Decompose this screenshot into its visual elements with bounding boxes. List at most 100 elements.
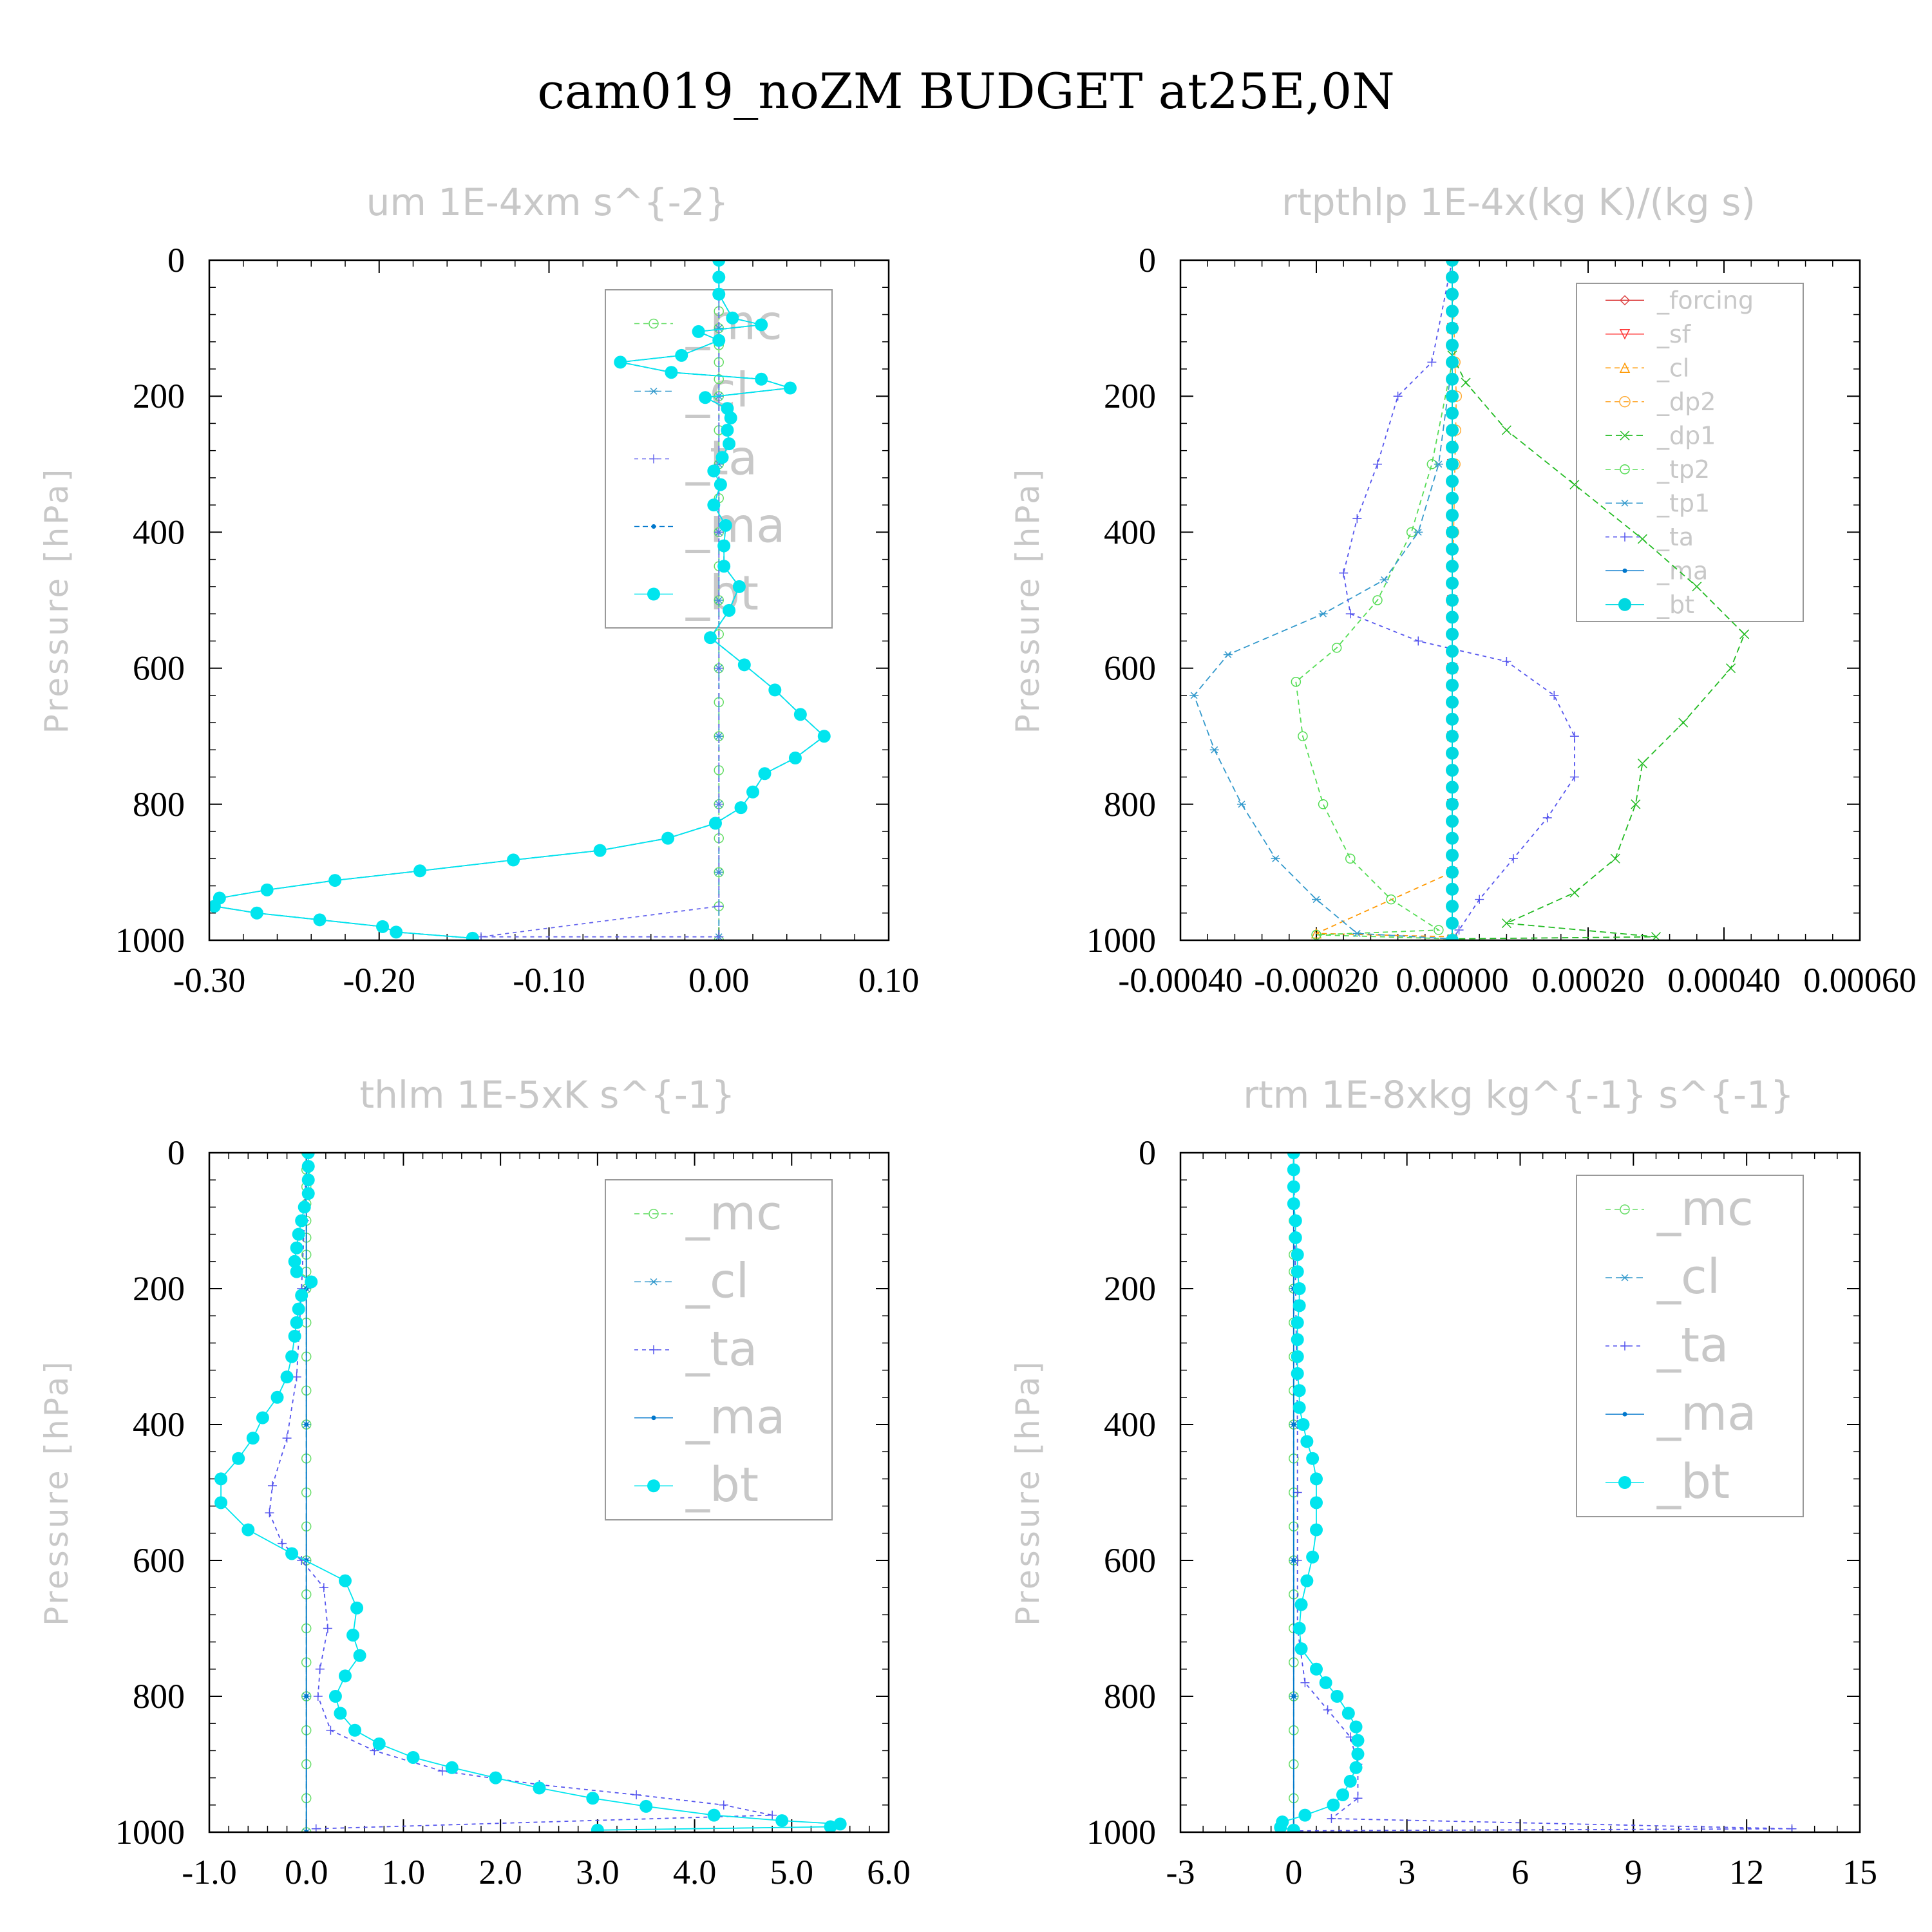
series-ta	[477, 260, 724, 940]
data-point	[1327, 1814, 1336, 1823]
legend-label: _bt	[1656, 591, 1694, 619]
data-point	[1298, 731, 1308, 741]
legend-marker	[649, 1345, 658, 1354]
data-point	[1311, 929, 1321, 940]
data-point	[1454, 925, 1464, 935]
data-point	[1446, 934, 1459, 940]
data-point	[1353, 1794, 1363, 1803]
data-point	[301, 1153, 315, 1159]
data-point	[1293, 1282, 1306, 1295]
data-point	[586, 1792, 600, 1805]
y-axis-label: Pressure [hPa]	[1009, 467, 1046, 734]
data-point	[1343, 1774, 1357, 1788]
legend-label: _bt	[685, 1457, 759, 1513]
y-tick-label: 200	[133, 377, 185, 415]
x-tick-label: 12	[1729, 1853, 1764, 1891]
data-point	[290, 1316, 303, 1329]
x-tick-label: -0.30	[173, 961, 245, 999]
legend-marker	[1622, 1412, 1627, 1417]
data-point	[256, 1411, 269, 1425]
panel-title: rtpthlp 1E-4x(kg K)/(kg s)	[1282, 180, 1756, 224]
data-point	[1189, 692, 1199, 699]
legend-marker	[1620, 1341, 1629, 1350]
legend-label: _bt	[1656, 1454, 1730, 1510]
legend-marker	[1620, 464, 1630, 475]
data-point	[1446, 339, 1459, 352]
legend-marker	[1620, 532, 1629, 542]
minor-ticks	[1180, 1153, 1860, 1832]
legend-label: _cl	[685, 363, 749, 419]
data-point	[328, 874, 342, 887]
data-point	[1446, 849, 1459, 862]
data-point	[1372, 595, 1383, 605]
data-point	[313, 913, 327, 927]
y-tick-label: 600	[133, 1541, 185, 1580]
data-point	[1310, 1472, 1323, 1486]
data-point	[712, 334, 726, 347]
data-point	[1223, 651, 1233, 658]
legend-marker	[1619, 396, 1631, 408]
data-point	[712, 270, 726, 284]
data-point	[292, 1227, 305, 1241]
y-tick-label: 1000	[1086, 921, 1156, 960]
legend-marker	[1622, 568, 1627, 573]
data-point	[406, 1750, 420, 1764]
data-point	[1310, 1523, 1323, 1537]
data-point	[1446, 355, 1459, 369]
data-point	[533, 1781, 546, 1795]
x-tick-label: 9	[1625, 1853, 1642, 1891]
data-point	[1294, 1642, 1308, 1656]
data-point	[489, 1771, 502, 1785]
data-point	[793, 708, 807, 721]
data-point	[1637, 534, 1647, 544]
x-tick-label: -0.20	[343, 961, 415, 999]
data-point	[1569, 732, 1579, 741]
data-point	[675, 348, 688, 362]
data-point	[1569, 772, 1579, 782]
minor-ticks	[209, 1153, 889, 1832]
data-point	[372, 1737, 386, 1750]
data-point	[1446, 797, 1459, 811]
data-point	[593, 844, 607, 857]
data-point	[714, 663, 724, 673]
legend-marker	[649, 454, 658, 464]
y-tick-label: 600	[1104, 1541, 1156, 1580]
data-point	[1331, 643, 1342, 653]
y-axis-label: Pressure [hPa]	[1009, 1359, 1046, 1626]
data-point	[1542, 813, 1552, 822]
plot-frame	[208, 259, 890, 942]
data-point	[1446, 321, 1459, 335]
data-point	[1414, 636, 1423, 646]
data-point	[466, 931, 479, 940]
data-point	[1287, 1823, 1300, 1832]
legend-marker	[651, 524, 656, 529]
x-tick-label: 15	[1842, 1853, 1877, 1891]
data-point	[301, 1160, 315, 1173]
chart-panel-3: thlm 1E-5xK s^{-1} Pressure [hPa] -1.0 0.0 1…	[38, 1073, 911, 1891]
data-point	[712, 287, 726, 301]
data-point	[1446, 746, 1459, 760]
series-line	[1193, 260, 1453, 940]
data-point	[1446, 661, 1459, 675]
legend-marker	[649, 1278, 658, 1285]
data-point	[1323, 1705, 1332, 1715]
data-point	[1446, 696, 1459, 709]
data-point	[1349, 1720, 1363, 1734]
legend-label: _dp1	[1656, 421, 1716, 450]
x-tick-label: 0.0	[285, 1853, 328, 1891]
data-point	[714, 732, 724, 740]
y-tick-label: 0	[1139, 241, 1156, 279]
data-point	[326, 1725, 336, 1735]
data-point	[288, 1255, 301, 1268]
legend-label: _bt	[685, 566, 759, 621]
data-point	[288, 1329, 301, 1343]
data-point	[1349, 1761, 1363, 1774]
legend-marker	[1619, 329, 1631, 340]
data-point	[1331, 1690, 1344, 1703]
y-tick-label: 1000	[115, 1813, 185, 1852]
data-point	[242, 1523, 255, 1537]
data-point	[833, 1817, 847, 1831]
plot-frame	[1179, 1151, 1861, 1833]
data-point	[775, 1814, 789, 1828]
